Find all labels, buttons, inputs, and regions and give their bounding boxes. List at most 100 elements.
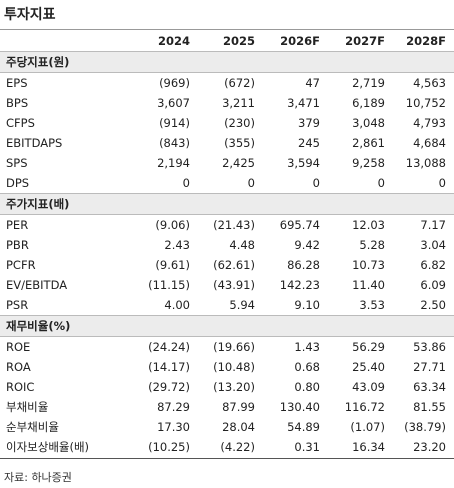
data-row: DPS 0 0 0 0 0	[0, 173, 454, 193]
cell: 2025	[222, 34, 255, 48]
cell: (9.61)	[155, 258, 190, 272]
cell: 2,425	[222, 156, 255, 170]
row-label: SPS	[6, 156, 28, 170]
cell: 130.40	[279, 400, 320, 414]
cell: 379	[298, 116, 320, 130]
row-label: CFPS	[6, 116, 35, 130]
cell: 3,471	[287, 96, 320, 110]
cell: 695.74	[279, 218, 320, 232]
cell: 7.17	[420, 218, 446, 232]
section-title: 주당지표(원)	[6, 55, 70, 69]
cell: (24.24)	[148, 340, 190, 354]
row-label: EV/EBITDA	[6, 278, 68, 292]
cell: 2,194	[157, 156, 190, 170]
cell: 9.10	[294, 298, 320, 312]
cell: 53.86	[413, 340, 446, 354]
row-label: ROE	[6, 340, 31, 354]
data-row: PER (9.06) (21.43) 695.74 12.03 7.17	[0, 215, 454, 235]
cell: 2.43	[164, 238, 190, 252]
cell: 245	[298, 136, 320, 150]
cell: 13,088	[405, 156, 446, 170]
cell: 47	[305, 76, 320, 90]
source-note: 자료: 하나증권	[4, 471, 72, 484]
data-row: EV/EBITDA (11.15) (43.91) 142.23 11.40 6.09	[0, 275, 454, 295]
cell: (29.72)	[148, 380, 190, 394]
row-label: PER	[6, 218, 29, 232]
cell: 81.55	[413, 400, 446, 414]
cell: 3,594	[287, 156, 320, 170]
cell: 3,607	[157, 96, 190, 110]
data-row: 순부채비율 17.30 28.04 54.89 (1.07) (38.79)	[0, 417, 454, 437]
cell: 6.09	[420, 278, 446, 292]
row-label: DPS	[6, 176, 30, 190]
row-label: PCFR	[6, 258, 36, 272]
cell: 5.28	[359, 238, 385, 252]
data-row: CFPS (914) (230) 379 3,048 4,793	[0, 113, 454, 133]
cell: 4,793	[413, 116, 446, 130]
cell: (19.66)	[213, 340, 255, 354]
cell: 63.34	[413, 380, 446, 394]
cell: (1.07)	[350, 420, 385, 434]
cell: 0.68	[294, 360, 320, 374]
data-row: PBR 2.43 4.48 9.42 5.28 3.04	[0, 235, 454, 255]
cell: 4.00	[164, 298, 190, 312]
row-label: 부채비율	[6, 400, 49, 414]
row-label: EPS	[6, 76, 28, 90]
row-label: ROA	[6, 360, 31, 374]
data-row: BPS 3,607 3,211 3,471 6,189 10,752	[0, 93, 454, 113]
cell: (9.06)	[155, 218, 190, 232]
cell: (4.22)	[220, 440, 255, 454]
cell: 16.34	[352, 440, 385, 454]
cell: 9,258	[352, 156, 385, 170]
data-row: 이자보상배율(배) (10.25) (4.22) 0.31 16.34 23.20	[0, 437, 454, 457]
cell: 2,861	[352, 136, 385, 150]
cell: 4,684	[413, 136, 446, 150]
cell: 11.40	[352, 278, 385, 292]
bottom-rule	[0, 458, 454, 459]
data-row: PSR 4.00 5.94 9.10 3.53 2.50	[0, 295, 454, 315]
cell: 0	[182, 176, 190, 190]
section-row: 재무비율(%)	[0, 315, 454, 337]
cell: 4,563	[413, 76, 446, 90]
cell: (14.17)	[148, 360, 190, 374]
cell: (10.25)	[148, 440, 190, 454]
cell: 0	[312, 176, 320, 190]
cell: 6,189	[352, 96, 385, 110]
data-row: SPS 2,194 2,425 3,594 9,258 13,088	[0, 153, 454, 173]
section-title: 주가지표(배)	[6, 197, 70, 211]
cell: (62.61)	[213, 258, 255, 272]
cell: (843)	[159, 136, 190, 150]
section-title: 재무비율(%)	[6, 319, 71, 333]
cell: (672)	[224, 76, 255, 90]
cell: 17.30	[157, 420, 190, 434]
data-row: PCFR (9.61) (62.61) 86.28 10.73 6.82	[0, 255, 454, 275]
cell: (38.79)	[404, 420, 446, 434]
cell: 0.80	[294, 380, 320, 394]
cell: 27.71	[413, 360, 446, 374]
header-row: 2024 2025 2026F 2027F 2028F	[0, 29, 454, 53]
cell: (10.48)	[213, 360, 255, 374]
data-row: EPS (969) (672) 47 2,719 4,563	[0, 73, 454, 93]
cell: 3.04	[420, 238, 446, 252]
cell: 142.23	[279, 278, 320, 292]
section-row: 주가지표(배)	[0, 193, 454, 215]
cell: 12.03	[352, 218, 385, 232]
cell: 2027F	[345, 34, 385, 48]
cell: 56.29	[352, 340, 385, 354]
cell: 0	[438, 176, 446, 190]
cell: 3,211	[222, 96, 255, 110]
cell: 5.94	[229, 298, 255, 312]
cell: 0	[247, 176, 255, 190]
cell: (355)	[224, 136, 255, 150]
cell: 6.82	[420, 258, 446, 272]
cell: 54.89	[287, 420, 320, 434]
cell: 3,048	[352, 116, 385, 130]
cell: 10.73	[352, 258, 385, 272]
title: 투자지표	[4, 7, 56, 23]
cell: 4.48	[229, 238, 255, 252]
cell: (43.91)	[213, 278, 255, 292]
cell: 25.40	[352, 360, 385, 374]
data-row: ROA (14.17) (10.48) 0.68 25.40 27.71	[0, 357, 454, 377]
row-label: PBR	[6, 238, 29, 252]
